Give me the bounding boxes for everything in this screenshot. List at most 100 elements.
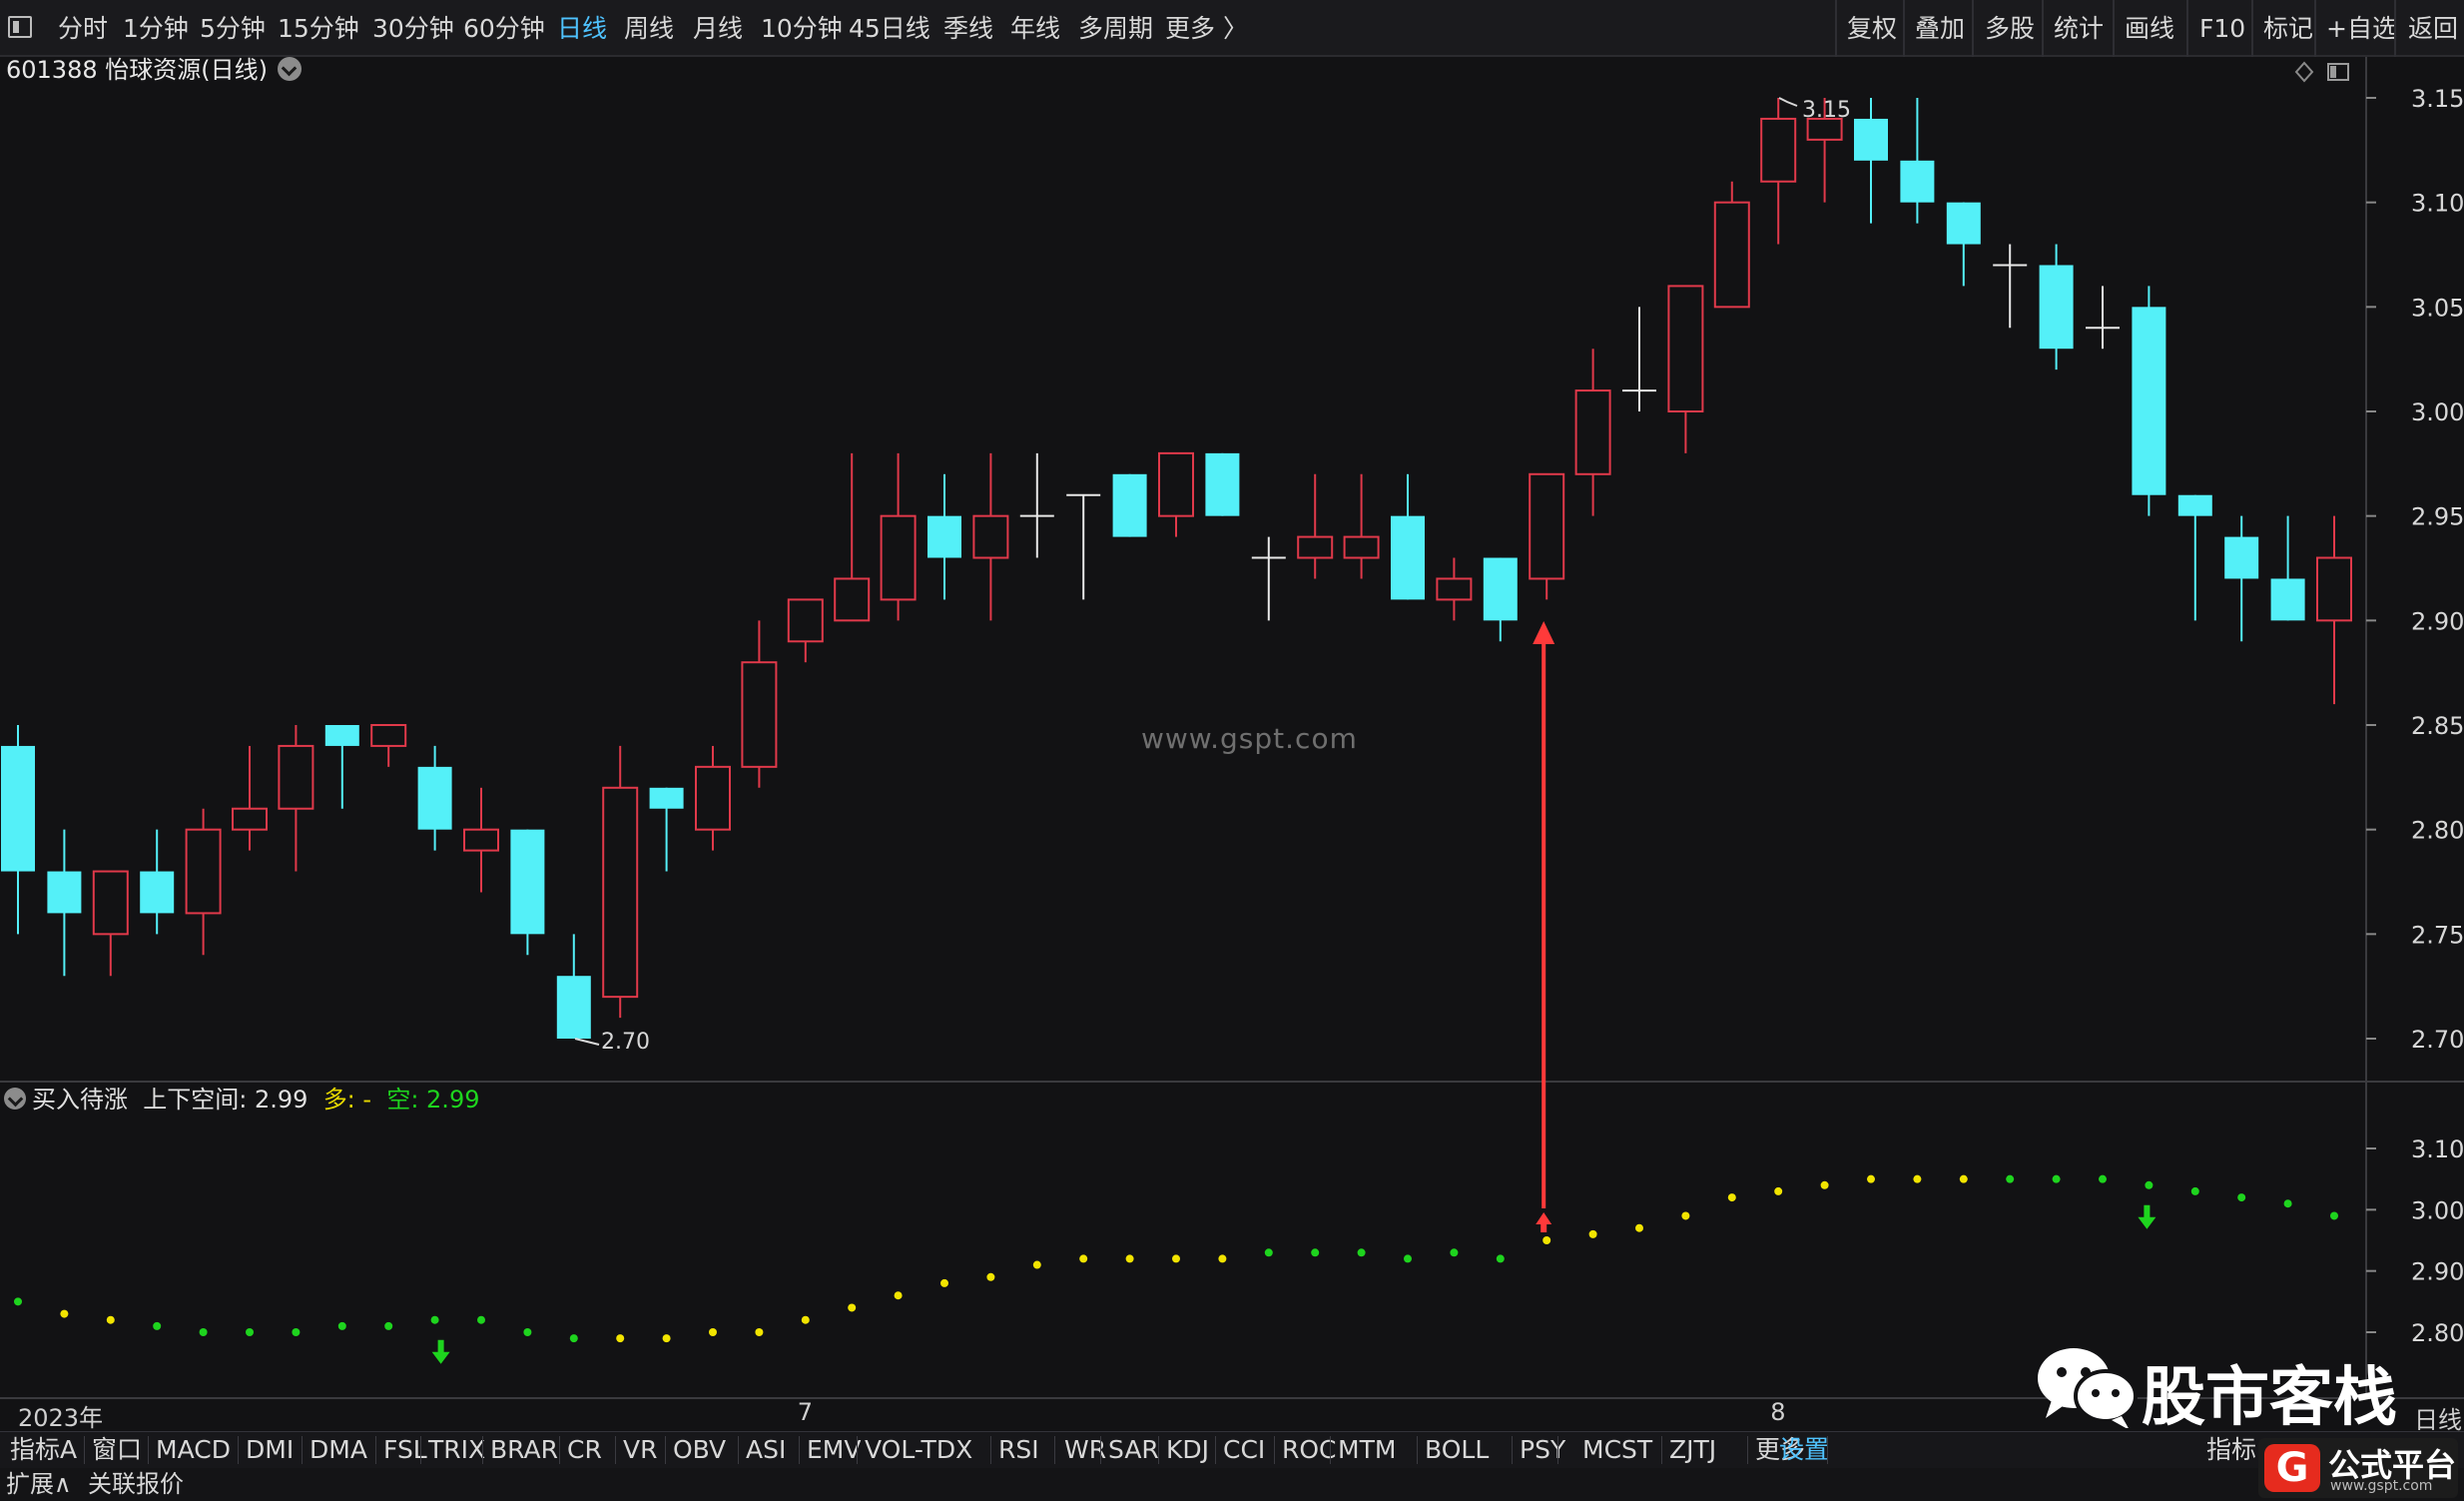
- indicator-tabs: 指标A 窗口 MACD DMI DMA FSL TRIX BRAR CR VR OBV ASI EMV V…: [0, 1431, 2464, 1468]
- price-y-tick-label: 2.75: [2411, 921, 2464, 949]
- indicator-tab-3[interactable]: DMI: [246, 1435, 295, 1464]
- price-y-tick-label: 2.95: [2411, 503, 2464, 531]
- indicator-menu-button[interactable]: 指标: [2206, 1435, 2257, 1464]
- kline-chart[interactable]: 3.15 3.10 3.05 3.00 2.95 2.90 2.85 2.80 2.75 2.70…: [0, 0, 2464, 1431]
- toolbar-action-4[interactable]: 画线: [2125, 14, 2175, 43]
- tab-separator: [302, 1436, 303, 1464]
- candle-body: [649, 787, 684, 809]
- period-tab-5[interactable]: 60分钟: [463, 14, 545, 43]
- toolbar-action-2[interactable]: 多股: [1985, 14, 2036, 43]
- toolbar-separator: [1903, 0, 1905, 57]
- indicator-dot: [1357, 1248, 1366, 1257]
- indicator-dot: [1727, 1193, 1736, 1202]
- period-tab-0[interactable]: 分时: [58, 14, 109, 43]
- tab-separator: [1100, 1436, 1101, 1464]
- candle-body: [602, 786, 639, 999]
- indicator-tab-16[interactable]: SAR: [1108, 1435, 1159, 1464]
- indicator-dot: [2006, 1174, 2015, 1183]
- candle-body: [47, 871, 82, 914]
- indicator-tab-17[interactable]: KDJ: [1166, 1435, 1210, 1464]
- indicator-tab-9[interactable]: VR: [623, 1435, 658, 1464]
- indicator-tab-21[interactable]: BOLL: [1425, 1435, 1490, 1464]
- indicator-tab-0[interactable]: 指标A: [10, 1435, 78, 1464]
- indicator-tab-8[interactable]: CR: [567, 1435, 602, 1464]
- period-tab-7[interactable]: 周线: [624, 14, 675, 43]
- period-tab-9[interactable]: 10分钟: [761, 14, 843, 43]
- date-axis: 2023年 7 8 日线: [0, 1398, 2464, 1434]
- tab-separator: [615, 1436, 616, 1464]
- indicator-tab-14[interactable]: RSI: [998, 1435, 1039, 1464]
- indicator-tab-24[interactable]: ZJTJ: [1669, 1435, 1717, 1464]
- period-tab-10[interactable]: 45日线: [849, 14, 930, 43]
- indicator-tab-11[interactable]: ASI: [746, 1435, 787, 1464]
- indicator-tab-20[interactable]: MTM: [1338, 1435, 1397, 1464]
- toolbar-action-0[interactable]: 复权: [1847, 14, 1898, 43]
- indicator-tab-10[interactable]: OBV: [673, 1435, 727, 1464]
- toolbar-action-6[interactable]: 标记: [2263, 14, 2314, 43]
- indicator-dropdown-icon[interactable]: [4, 1088, 26, 1110]
- period-tab-8[interactable]: 月线: [693, 14, 744, 43]
- indicator-tab-6[interactable]: TRIX: [428, 1435, 486, 1464]
- diamond-icon[interactable]: [2294, 61, 2314, 83]
- period-tab-11[interactable]: 季线: [943, 14, 994, 43]
- period-tab-2[interactable]: 5分钟: [200, 14, 266, 43]
- candle-body: [2132, 307, 2166, 495]
- indicator-tab-1[interactable]: 窗口: [92, 1435, 143, 1464]
- buy-signal-arrow-head: [1533, 621, 1555, 644]
- period-tab-4[interactable]: 30分钟: [372, 14, 454, 43]
- stock-title-row: 601388 怡球资源(日线): [6, 52, 302, 88]
- indicator-tab-2[interactable]: MACD: [156, 1435, 231, 1464]
- candle-body: [1760, 117, 1797, 183]
- period-tab-13[interactable]: 多周期: [1078, 14, 1154, 43]
- expand-button[interactable]: 扩展∧: [6, 1470, 72, 1498]
- indicator-tab-5[interactable]: FSL: [383, 1435, 427, 1464]
- indicator-dot: [1032, 1260, 1041, 1269]
- candle-body: [510, 829, 545, 935]
- indicator-tab-18[interactable]: CCI: [1223, 1435, 1266, 1464]
- tab-separator: [990, 1436, 991, 1464]
- indicator-tab-4[interactable]: DMA: [309, 1435, 367, 1464]
- toolbar-action-3[interactable]: 统计: [2054, 14, 2105, 43]
- indicator-dot: [384, 1321, 393, 1330]
- date-label: 7: [797, 1398, 814, 1426]
- indicator-tab-25[interactable]: 更多: [1755, 1435, 1806, 1464]
- bottom-bar: 扩展∧ 关联报价: [0, 1468, 2464, 1501]
- indicator-tab-26[interactable]: 设置: [1779, 1435, 1830, 1464]
- indicator-tab-13[interactable]: VOL-TDX: [865, 1435, 973, 1464]
- period-tab-12[interactable]: 年线: [1010, 14, 1061, 43]
- panel-layout-icon[interactable]: [2327, 63, 2349, 81]
- price-y-tick-label: 2.80: [2411, 817, 2464, 845]
- tab-separator: [738, 1436, 739, 1464]
- brand-g-icon: G: [2264, 1444, 2320, 1492]
- price-y-tick-label: 3.15: [2411, 85, 2464, 113]
- candle-body: [927, 515, 961, 558]
- indicator-dot: [1218, 1254, 1227, 1263]
- window-toggle-icon[interactable]: [8, 16, 32, 38]
- indicator-tab-19[interactable]: ROC: [1282, 1435, 1337, 1464]
- buy-signal-small-arrow: [1536, 1212, 1552, 1232]
- indicator-tab-22[interactable]: PSY: [1520, 1435, 1566, 1464]
- indicator-tab-12[interactable]: EMV: [807, 1435, 862, 1464]
- indicator-dot: [940, 1278, 948, 1287]
- candle-body: [2177, 494, 2212, 516]
- related-quotes-button[interactable]: 关联报价: [88, 1470, 184, 1498]
- candle-body: [1574, 389, 1611, 475]
- toolbar-action-7[interactable]: +自选: [2326, 14, 2397, 43]
- indicator-tab-7[interactable]: BRAR: [490, 1435, 558, 1464]
- title-dropdown-icon[interactable]: [277, 57, 302, 81]
- toolbar-action-5[interactable]: F10: [2199, 14, 2246, 43]
- period-tab-3[interactable]: 15分钟: [278, 14, 359, 43]
- toolbar-action-1[interactable]: 叠加: [1915, 14, 1966, 43]
- indicator-dot: [246, 1328, 254, 1336]
- candle-body: [741, 661, 778, 768]
- indicator-tab-23[interactable]: MCST: [1582, 1435, 1653, 1464]
- period-tab-6[interactable]: 日线: [557, 14, 608, 43]
- indicator-dot: [1913, 1174, 1922, 1183]
- period-tab-1[interactable]: 1分钟: [123, 14, 189, 43]
- candle-body: [972, 514, 1009, 559]
- indicator-tab-15[interactable]: WR: [1064, 1435, 1107, 1464]
- period-tab-14[interactable]: 更多 〉: [1165, 14, 1248, 43]
- toolbar-action-8[interactable]: 返回: [2408, 14, 2459, 43]
- price-y-tick-label: 3.10: [2411, 190, 2464, 218]
- toolbar-separator: [1972, 0, 1974, 57]
